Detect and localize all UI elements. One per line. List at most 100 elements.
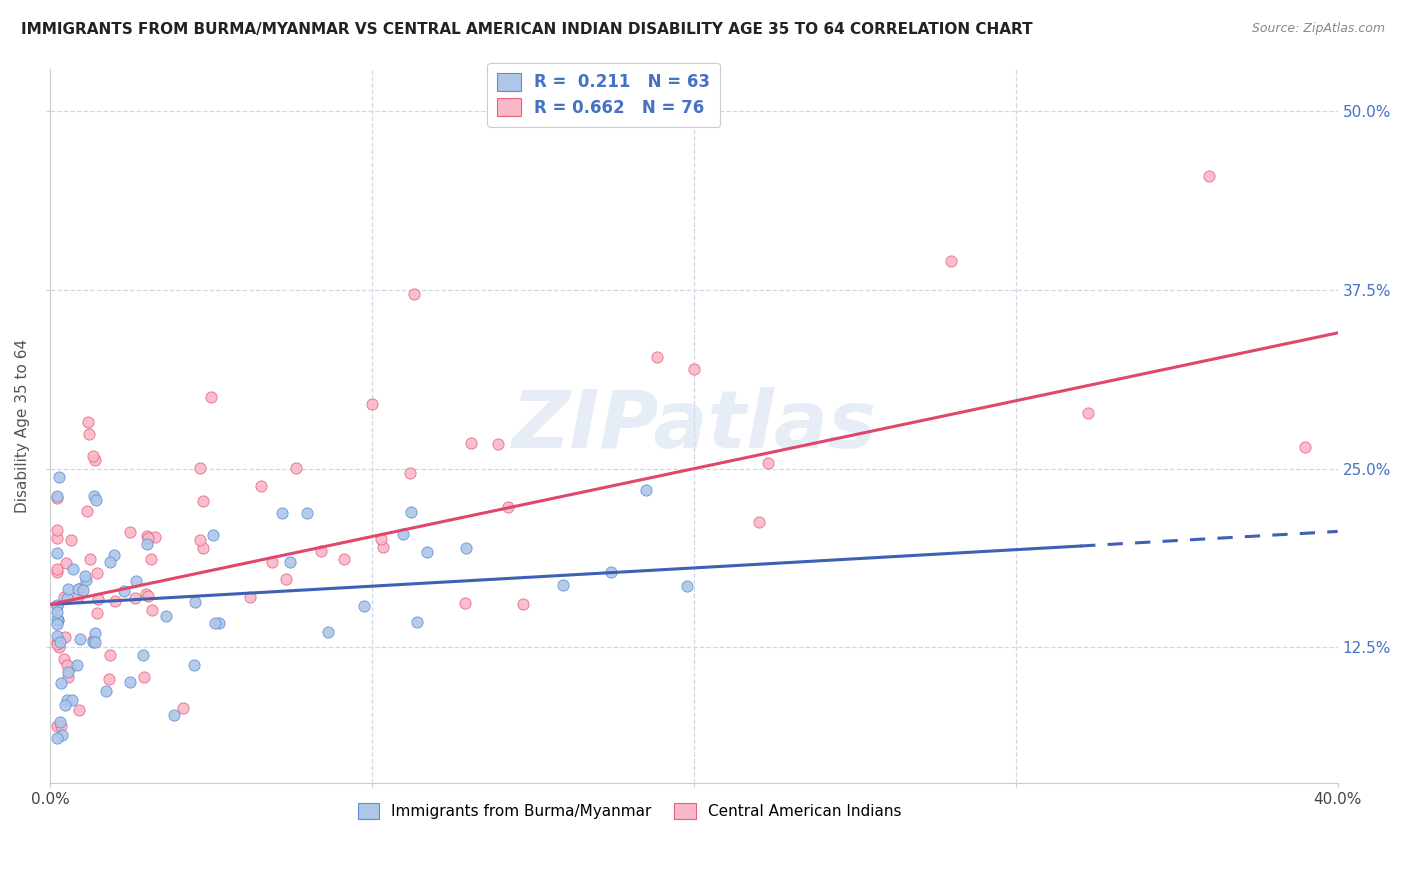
Point — [141, 551, 163, 566]
Point — [941, 254, 963, 268]
Point — [49, 635, 72, 649]
Point — [46, 612, 69, 626]
Point — [82, 635, 104, 649]
Point — [600, 566, 623, 580]
Point — [55, 693, 77, 707]
Point — [69, 632, 91, 647]
Point — [45, 635, 67, 649]
Point — [183, 658, 205, 673]
Point — [399, 505, 422, 519]
Point — [274, 573, 297, 587]
Point — [45, 605, 67, 619]
Point — [398, 466, 420, 480]
Point — [94, 684, 117, 698]
Point — [262, 555, 284, 569]
Point — [239, 591, 262, 605]
Point — [118, 525, 141, 540]
Point — [406, 615, 429, 629]
Point — [454, 596, 477, 610]
Point — [1294, 440, 1316, 454]
Point — [103, 548, 125, 562]
Text: Source: ZipAtlas.com: Source: ZipAtlas.com — [1251, 22, 1385, 36]
Point — [45, 731, 67, 746]
Point — [55, 556, 77, 570]
Point — [309, 544, 332, 558]
Point — [1077, 406, 1099, 420]
Point — [132, 648, 155, 662]
Point — [45, 599, 67, 614]
Point — [634, 483, 657, 497]
Point — [45, 546, 67, 560]
Point — [45, 598, 67, 612]
Point — [135, 587, 157, 601]
Point — [82, 449, 104, 463]
Point — [82, 633, 104, 648]
Point — [86, 606, 108, 620]
Point — [316, 624, 339, 639]
Point — [60, 693, 83, 707]
Point — [280, 555, 302, 569]
Point — [200, 390, 222, 404]
Point — [75, 573, 97, 587]
Point — [295, 506, 318, 520]
Point — [193, 541, 215, 555]
Point — [84, 635, 107, 649]
Point — [46, 613, 69, 627]
Point — [136, 531, 159, 545]
Point — [190, 461, 212, 475]
Point — [67, 582, 90, 596]
Point — [645, 350, 668, 364]
Point — [1198, 169, 1220, 183]
Point — [551, 577, 574, 591]
Point — [184, 595, 207, 609]
Point — [45, 491, 67, 506]
Point — [415, 545, 437, 559]
Point — [208, 615, 231, 630]
Text: ZIPatlas: ZIPatlas — [512, 387, 876, 465]
Point — [56, 657, 79, 672]
Point — [136, 537, 159, 551]
Point — [404, 287, 426, 301]
Point — [76, 503, 98, 517]
Point — [56, 591, 79, 606]
Point — [193, 494, 215, 508]
Point — [70, 581, 93, 595]
Point — [132, 669, 155, 683]
Point — [155, 608, 177, 623]
Point — [59, 660, 82, 674]
Point — [83, 626, 105, 640]
Point — [201, 528, 224, 542]
Point — [512, 598, 534, 612]
Y-axis label: Disability Age 35 to 64: Disability Age 35 to 64 — [15, 339, 30, 513]
Point — [67, 703, 90, 717]
Point — [98, 672, 121, 686]
Point — [72, 582, 94, 597]
Point — [118, 674, 141, 689]
Point — [76, 415, 98, 429]
Point — [45, 562, 67, 576]
Point — [112, 583, 135, 598]
Point — [53, 698, 76, 712]
Point — [86, 566, 108, 580]
Point — [163, 708, 186, 723]
Point — [370, 532, 392, 546]
Point — [79, 552, 101, 566]
Point — [66, 589, 89, 603]
Point — [56, 670, 79, 684]
Point — [87, 591, 110, 606]
Point — [48, 469, 70, 483]
Point — [45, 565, 67, 579]
Point — [353, 599, 375, 613]
Point — [45, 489, 67, 503]
Point — [84, 493, 107, 508]
Point — [49, 719, 72, 733]
Point — [250, 479, 273, 493]
Point — [361, 397, 384, 411]
Point — [391, 527, 413, 541]
Point — [271, 507, 294, 521]
Point — [84, 453, 107, 467]
Point — [204, 615, 226, 630]
Point — [136, 528, 159, 542]
Point — [83, 490, 105, 504]
Point — [62, 561, 84, 575]
